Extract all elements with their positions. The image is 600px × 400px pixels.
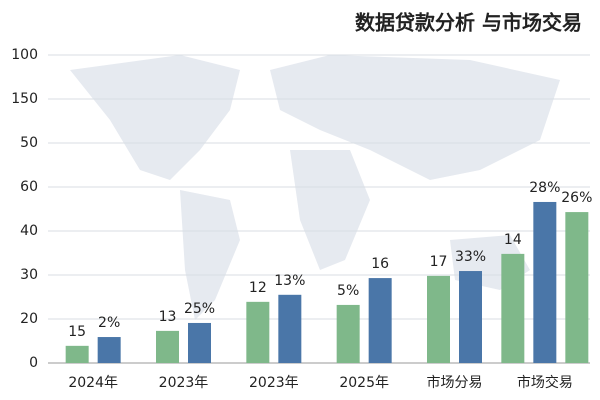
x-tick-label: 2024年 <box>68 375 118 391</box>
bar <box>65 345 89 363</box>
y-tick-label: 30 <box>20 267 38 283</box>
bar-label: 14 <box>504 232 522 248</box>
bar <box>156 330 179 363</box>
bar-label: 12 <box>249 280 267 296</box>
y-tick-label: 100 <box>11 47 38 63</box>
bar <box>427 275 450 363</box>
y-tick-label: 0 <box>29 355 38 371</box>
bar <box>278 294 302 363</box>
x-tick-label: 2023年 <box>159 375 209 391</box>
bar <box>533 201 557 363</box>
x-tick-label: 2023年 <box>249 375 299 391</box>
bar-label: 13 <box>159 309 177 325</box>
y-tick-label: 150 <box>11 91 38 107</box>
bar-label: 28% <box>529 180 560 196</box>
map-background <box>70 55 560 320</box>
bar-label: 13% <box>274 273 305 289</box>
y-tick-label: 40 <box>20 223 38 239</box>
y-tick-label: 50 <box>20 135 38 151</box>
bar <box>246 301 270 363</box>
bar-label: 33% <box>455 249 486 265</box>
bar <box>97 337 121 363</box>
x-tick-label: 2025年 <box>339 375 389 391</box>
bar <box>336 304 360 363</box>
bar-label: 17 <box>430 254 448 270</box>
x-tick-label: 市场交易 <box>517 374 573 391</box>
y-tick-label: 20 <box>20 311 38 327</box>
bar-label: 25% <box>184 301 215 317</box>
bar <box>188 322 211 363</box>
bar-label: 26% <box>561 190 592 206</box>
bar <box>565 212 589 363</box>
bar-label: 16 <box>371 256 389 272</box>
chart-title: 数据贷款分析 与市场交易 <box>355 11 582 35</box>
bar-label: 15 <box>68 324 86 340</box>
bar <box>501 253 525 363</box>
y-tick-label: 60 <box>20 179 38 195</box>
bar-label: 5% <box>337 283 359 299</box>
bar <box>368 278 392 363</box>
x-tick-label: 市场分易 <box>427 374 483 391</box>
bar <box>459 271 482 363</box>
bar-label: 2% <box>98 315 120 331</box>
